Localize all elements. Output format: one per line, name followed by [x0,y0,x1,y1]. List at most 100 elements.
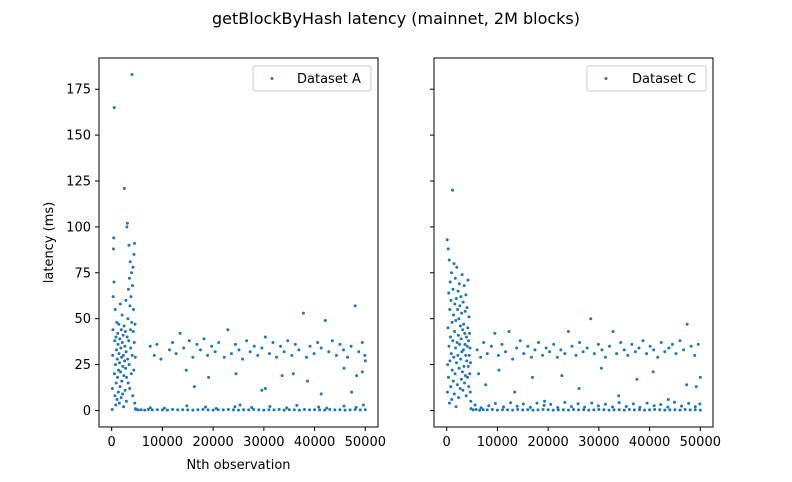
data-point-dataset-c [462,364,466,368]
data-point-dataset-a [280,374,284,378]
data-point-dataset-a [122,324,126,328]
data-point-dataset-c [551,408,555,412]
data-point-dataset-a [181,408,185,412]
data-point-dataset-c [627,408,631,412]
data-point-dataset-c [489,344,493,348]
data-point-dataset-c [592,352,596,356]
data-point-dataset-a [229,352,233,356]
data-point-dataset-a [130,73,134,77]
data-point-dataset-a [165,408,169,412]
data-point-dataset-c [450,271,453,275]
data-point-dataset-a [260,346,264,350]
data-point-dataset-a [162,406,166,410]
data-point-dataset-a [171,341,175,345]
data-point-dataset-c [450,320,454,324]
data-point-dataset-a [126,381,130,385]
data-point-dataset-c [667,346,671,350]
data-point-dataset-a [242,408,246,412]
data-point-dataset-a [349,344,353,348]
data-point-dataset-c [600,348,604,352]
data-point-dataset-c [446,326,450,330]
data-point-dataset-a [360,341,364,345]
legend-label-dataset-a: Dataset A [297,72,361,87]
data-point-dataset-c [542,403,546,407]
data-point-dataset-c [559,348,563,352]
data-point-dataset-c [549,402,553,406]
x-tick-label: 0 [443,435,451,450]
data-point-dataset-a [129,346,133,350]
data-point-dataset-a [124,298,128,302]
data-point-dataset-c [548,350,552,354]
data-point-dataset-c [637,346,641,350]
data-point-dataset-c [447,401,451,405]
data-point-dataset-c [511,357,515,361]
data-point-dataset-c [464,394,468,398]
data-point-dataset-a [122,374,126,378]
data-point-dataset-c [693,353,697,357]
data-point-dataset-a [132,341,136,345]
data-point-dataset-c [446,247,450,251]
data-point-dataset-c [541,408,545,412]
data-point-dataset-a [160,408,164,412]
data-point-dataset-a [313,408,317,412]
data-point-dataset-a [146,408,150,412]
data-point-dataset-c [504,350,508,354]
data-point-dataset-c [611,405,615,409]
data-point-dataset-a [133,355,137,359]
data-point-dataset-c [589,317,593,321]
data-point-dataset-c [485,352,489,356]
data-point-dataset-c [515,346,519,350]
data-point-dataset-c [463,331,467,335]
data-point-dataset-a [112,280,116,284]
data-point-dataset-c [672,400,676,404]
data-point-dataset-a [241,357,245,361]
data-point-dataset-a [196,408,200,412]
data-point-dataset-c [454,346,458,350]
data-point-dataset-c [631,402,635,406]
data-point-dataset-c [637,408,641,412]
data-point-dataset-c [617,401,621,405]
data-point-dataset-a [316,341,320,345]
data-point-dataset-a [117,401,121,405]
data-point-dataset-a [233,342,237,346]
data-point-dataset-a [136,408,140,412]
data-point-dataset-c [635,377,639,381]
scatter-points-dataset-c [445,188,702,412]
data-point-dataset-c [455,341,459,345]
data-point-dataset-c [449,385,453,389]
data-point-dataset-c [652,404,656,408]
data-point-dataset-c [626,353,630,357]
data-point-dataset-c [518,339,522,343]
data-point-dataset-a [248,350,252,354]
data-point-dataset-c [479,406,483,410]
data-point-dataset-a [159,357,163,361]
data-point-dataset-c [543,399,547,403]
data-point-dataset-c [603,402,607,406]
data-point-dataset-c [509,401,513,405]
data-point-dataset-a [319,346,323,350]
data-point-dataset-c [685,322,689,326]
data-point-dataset-a [128,328,132,332]
data-point-dataset-a [115,357,119,361]
data-point-dataset-c [448,335,452,339]
data-point-dataset-c [648,408,652,412]
data-point-dataset-c [516,408,520,412]
data-point-dataset-c [678,408,682,412]
data-point-dataset-a [126,317,130,321]
data-point-dataset-a [143,408,147,412]
data-point-dataset-c [460,273,464,277]
data-point-dataset-c [685,383,689,387]
data-point-dataset-c [680,404,684,408]
data-point-dataset-a [282,350,286,354]
data-point-dataset-c [556,408,560,412]
data-point-dataset-c [468,331,472,335]
data-point-dataset-a [112,106,116,110]
data-point-dataset-c [687,401,691,405]
data-point-dataset-a [122,186,126,190]
data-point-dataset-c [447,258,451,262]
y-tick-label: 0 [83,404,91,419]
data-point-dataset-c [452,355,456,359]
data-point-dataset-a [127,339,131,343]
data-point-dataset-c [578,341,582,345]
